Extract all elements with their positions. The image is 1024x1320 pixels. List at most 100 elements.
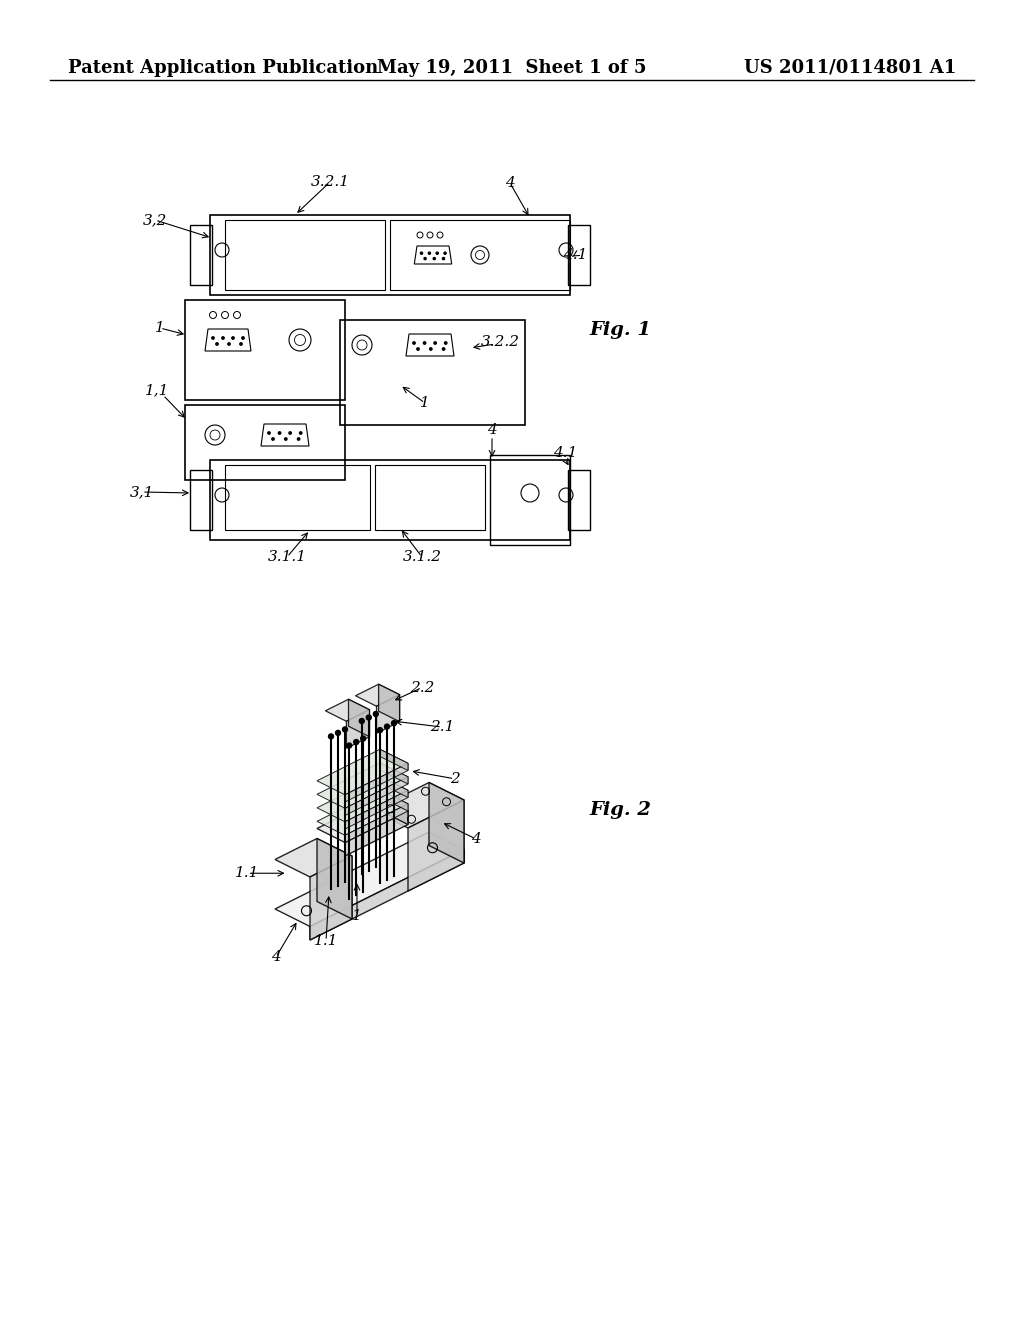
Circle shape: [216, 343, 218, 346]
Circle shape: [212, 337, 214, 339]
Polygon shape: [429, 832, 464, 863]
Polygon shape: [317, 750, 408, 795]
Polygon shape: [275, 832, 464, 927]
Bar: [225, 220, 385, 290]
Circle shape: [442, 257, 444, 260]
Circle shape: [336, 730, 341, 735]
Circle shape: [428, 252, 430, 255]
Circle shape: [391, 721, 396, 726]
Text: 4: 4: [271, 950, 281, 964]
Polygon shape: [345, 776, 408, 816]
Circle shape: [242, 337, 244, 339]
Polygon shape: [275, 838, 352, 876]
Polygon shape: [380, 797, 408, 825]
Polygon shape: [408, 800, 464, 891]
Bar: [340, 319, 525, 425]
Bar: [190, 224, 212, 285]
Text: Fig. 1: Fig. 1: [589, 321, 651, 339]
Text: 4.1: 4.1: [563, 248, 587, 261]
Circle shape: [374, 711, 378, 717]
Polygon shape: [380, 750, 408, 771]
Text: May 19, 2011  Sheet 1 of 5: May 19, 2011 Sheet 1 of 5: [377, 59, 647, 77]
Circle shape: [424, 257, 426, 260]
Bar: [375, 465, 485, 531]
Circle shape: [359, 718, 365, 723]
Text: Fig. 2: Fig. 2: [589, 801, 651, 818]
Circle shape: [433, 257, 435, 260]
Circle shape: [423, 342, 426, 345]
Bar: [190, 470, 212, 531]
Text: 3.2.2: 3.2.2: [480, 335, 519, 348]
Polygon shape: [345, 810, 408, 855]
Circle shape: [285, 438, 287, 440]
Circle shape: [353, 739, 358, 744]
Circle shape: [442, 347, 444, 350]
Polygon shape: [310, 855, 352, 940]
Circle shape: [413, 342, 415, 345]
Bar: [210, 459, 570, 540]
Circle shape: [329, 734, 334, 739]
Circle shape: [421, 252, 423, 255]
Bar: [185, 300, 345, 400]
Text: 2.2: 2.2: [410, 681, 434, 694]
Circle shape: [231, 337, 234, 339]
Bar: [568, 470, 590, 531]
Polygon shape: [345, 804, 408, 842]
Polygon shape: [348, 700, 370, 737]
Text: 3.1.1: 3.1.1: [267, 550, 306, 564]
Circle shape: [222, 337, 224, 339]
Circle shape: [434, 342, 436, 345]
Polygon shape: [345, 791, 408, 829]
Polygon shape: [379, 684, 399, 722]
Polygon shape: [429, 783, 464, 863]
Polygon shape: [317, 789, 408, 836]
Polygon shape: [380, 763, 408, 784]
Bar: [185, 405, 345, 480]
Bar: [225, 465, 370, 531]
Circle shape: [271, 438, 274, 440]
Circle shape: [417, 347, 419, 350]
Bar: [210, 215, 570, 294]
Text: 3,2: 3,2: [142, 213, 167, 227]
Circle shape: [378, 727, 383, 733]
Polygon shape: [355, 684, 399, 706]
Circle shape: [444, 252, 446, 255]
Text: 3.1.2: 3.1.2: [402, 550, 441, 564]
Text: 3.2.1: 3.2.1: [310, 176, 349, 189]
Polygon shape: [326, 700, 370, 721]
Text: 4.1: 4.1: [553, 446, 578, 459]
Text: 1.1: 1.1: [236, 866, 260, 880]
Bar: [490, 455, 570, 545]
Circle shape: [430, 347, 432, 350]
Text: 1.1: 1.1: [313, 935, 338, 948]
Bar: [390, 220, 570, 290]
Polygon shape: [380, 789, 408, 810]
Circle shape: [367, 715, 372, 719]
Circle shape: [360, 737, 366, 741]
Text: 1: 1: [420, 396, 430, 411]
Circle shape: [240, 343, 243, 346]
Text: 3,1: 3,1: [130, 484, 155, 499]
Circle shape: [227, 343, 230, 346]
Polygon shape: [373, 783, 464, 828]
Polygon shape: [380, 776, 408, 797]
Text: 1,1: 1,1: [144, 383, 169, 397]
Circle shape: [289, 432, 292, 434]
Text: US 2011/0114801 A1: US 2011/0114801 A1: [743, 59, 956, 77]
Circle shape: [436, 252, 438, 255]
Circle shape: [268, 432, 270, 434]
Circle shape: [297, 438, 300, 440]
Polygon shape: [346, 710, 370, 748]
Text: Patent Application Publication: Patent Application Publication: [68, 59, 378, 77]
Circle shape: [347, 743, 351, 748]
Polygon shape: [317, 776, 408, 822]
Circle shape: [299, 432, 302, 434]
Text: 1: 1: [352, 908, 361, 923]
Circle shape: [279, 432, 281, 434]
Text: 4: 4: [487, 422, 497, 437]
Polygon shape: [377, 694, 399, 733]
Text: 2: 2: [450, 772, 460, 785]
Text: 4: 4: [471, 832, 481, 846]
Text: 1: 1: [155, 321, 165, 335]
Polygon shape: [317, 763, 408, 808]
